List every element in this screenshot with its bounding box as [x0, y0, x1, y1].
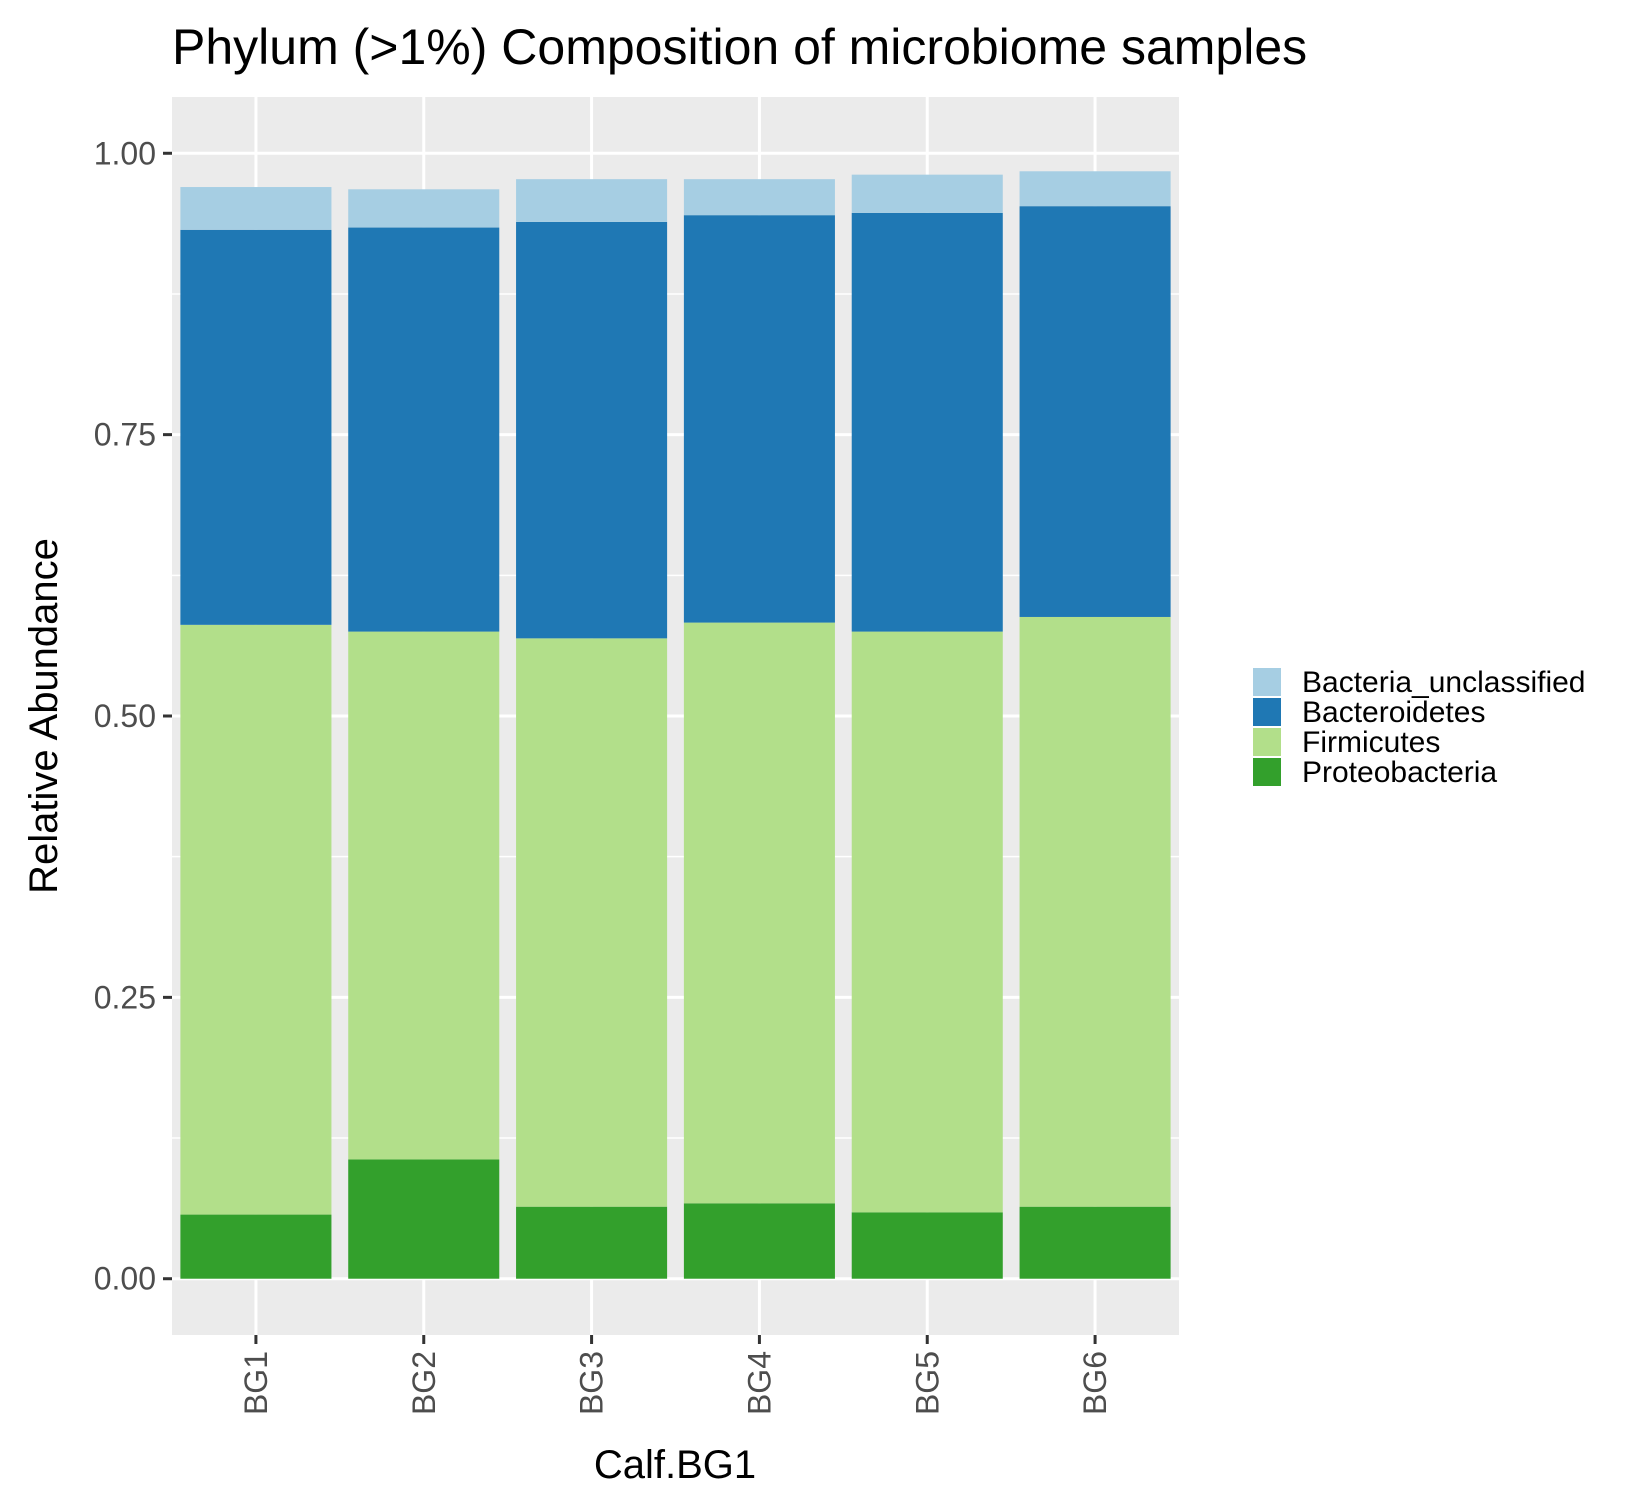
legend-key — [1251, 726, 1283, 758]
bars — [180, 171, 1171, 1279]
bar-BG4-Bacteria_unclassified — [683, 179, 835, 216]
bar-BG3-Proteobacteria — [516, 1206, 668, 1279]
x-tick-label: BG6 — [1077, 1351, 1113, 1415]
bar-BG4-Bacteroidetes — [683, 215, 835, 623]
legend-label: Bacteria_unclassified — [1302, 666, 1586, 699]
y-tick-label: 0.75 — [94, 417, 156, 453]
y-axis-title: Relative Abundance — [22, 538, 66, 894]
y-tick-label: 0.25 — [94, 979, 156, 1015]
x-axis-title: Calf.BG1 — [594, 1443, 756, 1487]
chart-title: Phylum (>1%) Composition of microbiome s… — [172, 19, 1307, 75]
y-tick-label: 1.00 — [94, 135, 156, 171]
legend-label: Proteobacteria — [1302, 756, 1497, 789]
x-tick-label: BG3 — [574, 1351, 610, 1415]
bar-BG1-Proteobacteria — [180, 1214, 332, 1279]
bar-BG5-Proteobacteria — [851, 1212, 1003, 1279]
bar-BG2-Firmicutes — [348, 631, 500, 1160]
bar-BG6-Firmicutes — [1019, 616, 1171, 1207]
bar-BG5-Bacteria_unclassified — [851, 174, 1003, 213]
bar-BG6-Bacteria_unclassified — [1019, 171, 1171, 207]
legend-key — [1251, 666, 1283, 698]
bar-BG2-Bacteroidetes — [348, 227, 500, 632]
bar-BG1-Firmicutes — [180, 624, 332, 1215]
legend-label: Bacteroidetes — [1302, 696, 1485, 729]
bar-BG4-Proteobacteria — [683, 1203, 835, 1279]
bar-BG5-Bacteroidetes — [851, 212, 1003, 632]
bar-BG2-Bacteria_unclassified — [348, 189, 500, 228]
x-tick-label: BG4 — [741, 1351, 777, 1415]
bar-BG3-Bacteria_unclassified — [516, 179, 668, 222]
x-tick-label: BG5 — [909, 1351, 945, 1415]
y-axis: 0.00 0.25 0.50 0.75 1.00 — [94, 135, 172, 1297]
bar-BG1-Bacteroidetes — [180, 229, 332, 625]
bar-BG2-Proteobacteria — [348, 1159, 500, 1279]
x-axis: BG1 BG2 BG3 BG4 BG5 BG6 — [238, 1335, 1113, 1415]
legend-key — [1251, 696, 1283, 728]
bar-BG5-Firmicutes — [851, 631, 1003, 1213]
y-tick-label: 0.50 — [94, 698, 156, 734]
bar-BG6-Proteobacteria — [1019, 1206, 1171, 1279]
bar-BG3-Bacteroidetes — [516, 221, 668, 639]
bar-BG4-Firmicutes — [683, 622, 835, 1204]
x-tick-label: BG2 — [406, 1351, 442, 1415]
y-tick-label: 0.00 — [94, 1261, 156, 1297]
x-tick-label: BG1 — [238, 1351, 274, 1415]
legend-key — [1251, 756, 1283, 788]
bar-BG1-Bacteria_unclassified — [180, 187, 332, 230]
bar-BG3-Firmicutes — [516, 638, 668, 1207]
legend: Bacteria_unclassifiedBacteroidetesFirmic… — [1251, 666, 1586, 789]
legend-label: Firmicutes — [1302, 726, 1440, 759]
bar-BG6-Bacteroidetes — [1019, 206, 1171, 617]
